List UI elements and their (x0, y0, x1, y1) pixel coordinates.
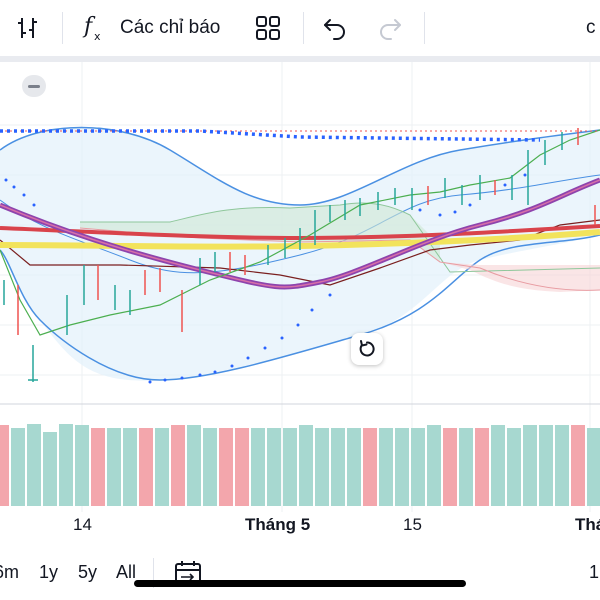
price-level-dotted-blue (0, 129, 541, 142)
toolbar-divider (303, 12, 304, 44)
bollinger-band-fill (0, 127, 600, 381)
ma-purple-inner (0, 179, 600, 288)
tenkan-line (0, 129, 600, 336)
templates-button[interactable] (255, 0, 281, 56)
toolbar-overflow-item[interactable]: c (586, 0, 596, 56)
fx-icon: f x (82, 14, 101, 43)
redo-icon (380, 19, 401, 40)
undo-button[interactable] (322, 0, 348, 56)
range-divider (153, 558, 154, 588)
range-button-5y[interactable]: 5y (78, 562, 98, 582)
toolbar-partial-label: c (586, 17, 596, 38)
grid-icon (256, 16, 280, 40)
volume-bars (0, 424, 600, 506)
indicators-button[interactable]: f x Các chỉ báo (82, 0, 220, 56)
collapse-pane-button[interactable] (22, 75, 46, 97)
toolbar-divider (62, 12, 63, 44)
time-axis-label: 15 (403, 515, 422, 534)
redo-button[interactable] (377, 0, 403, 56)
time-axis-label: Tháng 5 (245, 515, 311, 534)
ichimoku-cloud-red (440, 262, 600, 292)
range-button-1y[interactable]: 1y (39, 562, 59, 582)
reset-chart-button[interactable] (351, 333, 383, 365)
indicators-label: Các chỉ báo (120, 17, 221, 38)
time-axis-label: 14 (73, 515, 92, 534)
toolbar-divider (424, 12, 425, 44)
range-button-6m[interactable]: 6m (0, 562, 20, 582)
candle-bars-icon (18, 18, 37, 38)
svg-text:x: x (94, 30, 101, 43)
date-range-bar: 6m 1y 5y All 1 (0, 552, 600, 600)
date-range-button[interactable] (173, 558, 203, 593)
ichimoku-span-a (80, 202, 600, 273)
parabolic-sar-dots (4, 173, 527, 384)
time-axis-label: Thá (575, 515, 600, 534)
price-chart[interactable] (0, 62, 600, 512)
reset-chart-icon (359, 340, 375, 357)
bar-style-button[interactable] (14, 0, 42, 56)
price-bars (3, 128, 596, 382)
time-axis[interactable]: 14 Tháng 5 15 Thá (0, 505, 600, 545)
home-indicator (134, 580, 466, 587)
top-toolbar: f x Các chỉ báo c (0, 0, 600, 62)
ichimoku-cloud-green (80, 203, 440, 262)
bollinger-lower (0, 234, 600, 381)
bollinger-upper (0, 126, 600, 206)
collapse-pane-icon (28, 84, 40, 88)
undo-icon (324, 19, 345, 40)
range-button-all[interactable]: All (116, 562, 137, 582)
range-partial-label: 1 (589, 562, 600, 582)
